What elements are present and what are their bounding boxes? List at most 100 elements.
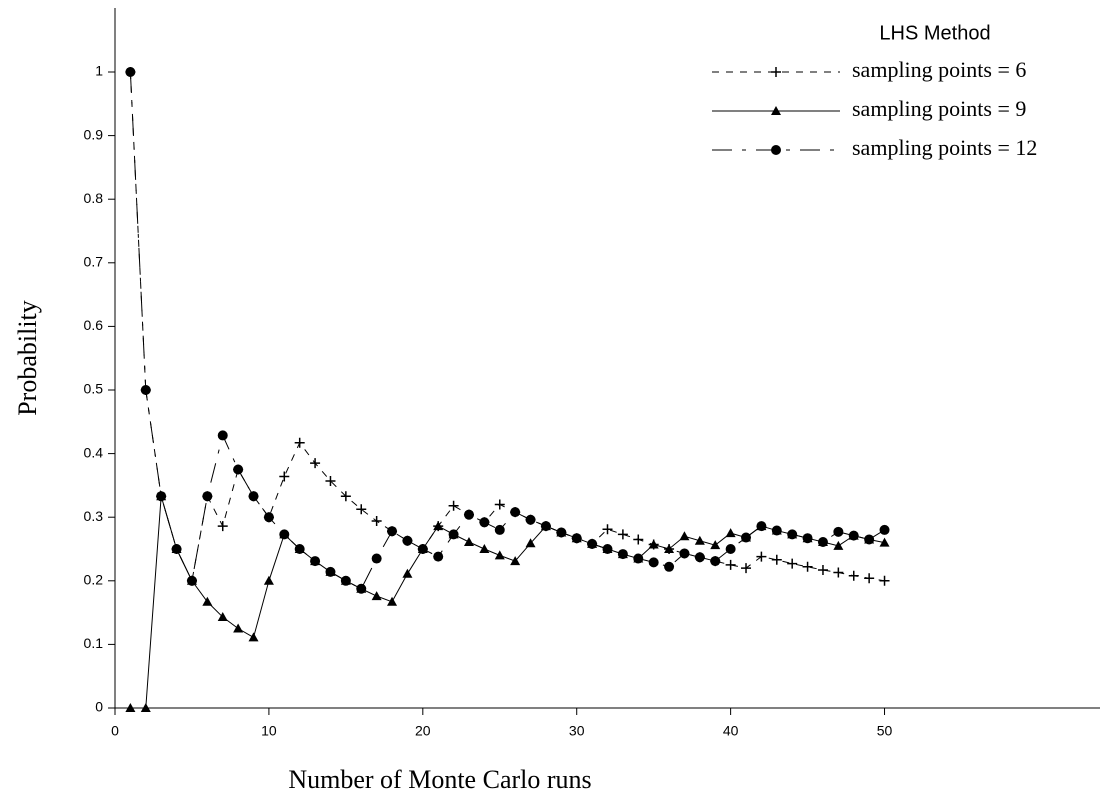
data-point (771, 525, 782, 536)
data-point (340, 575, 351, 586)
data-point (140, 703, 151, 712)
x-tick-label: 0 (111, 723, 119, 739)
data-point (864, 534, 875, 545)
data-point (171, 544, 182, 554)
data-point (817, 537, 828, 548)
data-point (248, 632, 259, 642)
data-point (417, 544, 428, 554)
data-point (371, 591, 382, 601)
data-point (479, 544, 490, 553)
data-point (448, 500, 459, 511)
data-point (540, 521, 551, 532)
x-tick-label: 10 (261, 723, 277, 739)
data-point (310, 556, 321, 567)
data-point (402, 535, 413, 546)
legend-title: LHS Method (879, 22, 990, 44)
data-point (802, 561, 813, 572)
data-point (771, 554, 782, 565)
data-point (864, 573, 875, 584)
data-point (263, 512, 274, 523)
data-point (648, 539, 659, 549)
data-point (525, 538, 536, 548)
data-point (294, 544, 305, 554)
data-point (510, 556, 521, 566)
data-point (787, 529, 798, 540)
data-point (479, 517, 490, 528)
data-point (279, 529, 290, 540)
data-point (710, 556, 721, 567)
data-point (494, 550, 505, 560)
legend-marker (771, 145, 781, 155)
data-point (787, 558, 798, 569)
data-point (125, 67, 136, 77)
data-point (833, 526, 844, 537)
data-point (387, 526, 398, 537)
legend-marker (771, 106, 781, 115)
data-point (294, 437, 305, 448)
y-tick-label: 1 (95, 63, 103, 79)
data-point (710, 540, 721, 550)
data-point (756, 551, 767, 562)
data-point (664, 544, 675, 553)
data-point (694, 552, 705, 563)
y-tick-label: 0.9 (84, 126, 104, 142)
x-tick-label: 20 (415, 723, 431, 739)
data-point (371, 553, 382, 564)
data-point (156, 491, 167, 502)
data-point (433, 521, 444, 531)
y-tick-label: 0.3 (84, 508, 104, 524)
data-point (587, 538, 598, 549)
data-point (617, 549, 628, 560)
data-point (617, 529, 628, 540)
data-point (371, 516, 382, 527)
data-point (848, 530, 859, 541)
data-point (494, 499, 505, 510)
data-point (694, 535, 705, 545)
data-point (741, 532, 752, 543)
data-point (140, 385, 151, 395)
data-point (602, 524, 613, 535)
data-point (217, 430, 228, 441)
data-point (664, 561, 675, 572)
data-point (848, 570, 859, 581)
data-point (879, 537, 890, 547)
data-point (325, 475, 336, 486)
y-tick-label: 0.4 (84, 444, 104, 460)
data-point (233, 464, 244, 475)
y-tick-label: 0 (95, 699, 103, 715)
data-point (217, 612, 228, 622)
data-point (217, 521, 228, 532)
legend-label: sampling points = 12 (852, 135, 1037, 160)
data-point (817, 564, 828, 575)
data-point (741, 563, 752, 574)
data-point (433, 551, 444, 562)
data-point (725, 528, 736, 538)
data-point (279, 471, 290, 482)
y-tick-label: 0.8 (84, 190, 104, 206)
y-tick-label: 0.6 (84, 317, 104, 333)
data-point (802, 533, 813, 544)
data-point (202, 596, 213, 606)
data-point (356, 583, 367, 594)
data-point (633, 553, 644, 564)
data-point (602, 544, 613, 554)
data-point (833, 567, 844, 578)
data-point (233, 623, 244, 633)
data-point (725, 559, 736, 570)
data-point (833, 540, 844, 550)
y-tick-label: 0.1 (84, 635, 104, 651)
y-tick-label: 0.5 (84, 381, 104, 397)
data-point (125, 703, 136, 712)
data-point (879, 524, 890, 535)
legend-label: sampling points = 6 (852, 57, 1026, 82)
data-point (756, 521, 767, 532)
data-point (263, 575, 274, 585)
data-point (725, 544, 736, 554)
data-point (340, 491, 351, 502)
x-axis-label: Number of Monte Carlo runs (288, 765, 591, 794)
data-point (679, 548, 690, 559)
data-point (248, 491, 259, 502)
data-point (510, 507, 521, 518)
